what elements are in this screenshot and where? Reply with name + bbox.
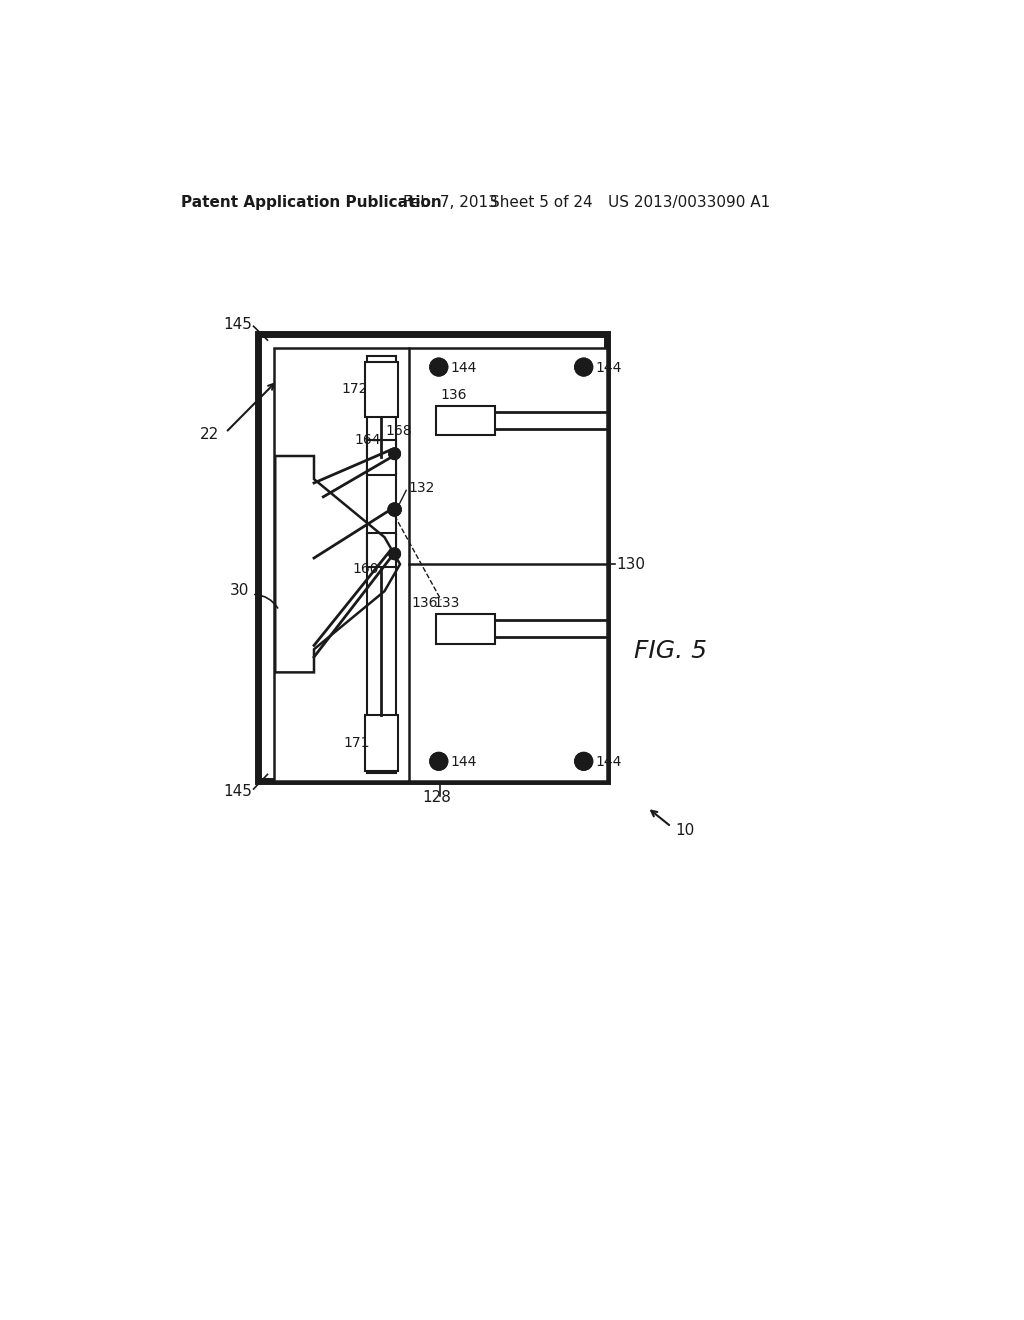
Text: US 2013/0033090 A1: US 2013/0033090 A1 <box>608 195 771 210</box>
Bar <box>366 362 397 417</box>
Text: 172: 172 <box>342 383 369 396</box>
Circle shape <box>389 449 400 459</box>
Text: 160: 160 <box>352 562 379 577</box>
Text: Feb. 7, 2013: Feb. 7, 2013 <box>403 195 498 210</box>
Circle shape <box>575 752 592 770</box>
Text: 22: 22 <box>201 426 219 442</box>
Circle shape <box>388 503 400 516</box>
Text: 136: 136 <box>440 388 467 401</box>
Text: 164: 164 <box>354 433 381 447</box>
Text: 168: 168 <box>385 424 412 438</box>
Circle shape <box>430 752 447 770</box>
Text: 130: 130 <box>616 557 645 572</box>
Bar <box>436 405 495 434</box>
Bar <box>367 355 396 774</box>
Text: 144: 144 <box>451 360 477 375</box>
Text: 136: 136 <box>412 597 438 610</box>
Bar <box>273 348 607 780</box>
Text: 133: 133 <box>433 597 460 610</box>
Text: 145: 145 <box>223 784 252 799</box>
Bar <box>436 614 495 644</box>
Circle shape <box>430 359 447 376</box>
Text: 30: 30 <box>229 582 249 598</box>
Text: 145: 145 <box>223 317 252 333</box>
Text: 132: 132 <box>409 480 435 495</box>
Text: 144: 144 <box>595 755 622 770</box>
Circle shape <box>389 548 400 560</box>
Text: 171: 171 <box>343 735 370 750</box>
Text: 144: 144 <box>595 360 622 375</box>
Circle shape <box>575 359 592 376</box>
Bar <box>367 441 396 475</box>
Text: 144: 144 <box>451 755 477 770</box>
Text: Patent Application Publication: Patent Application Publication <box>180 195 441 210</box>
Bar <box>367 533 396 568</box>
Text: 128: 128 <box>422 789 451 805</box>
Text: 10: 10 <box>675 824 694 838</box>
Text: FIG. 5: FIG. 5 <box>634 639 707 663</box>
Bar <box>366 715 397 771</box>
Text: Sheet 5 of 24: Sheet 5 of 24 <box>489 195 593 210</box>
Bar <box>258 334 607 780</box>
